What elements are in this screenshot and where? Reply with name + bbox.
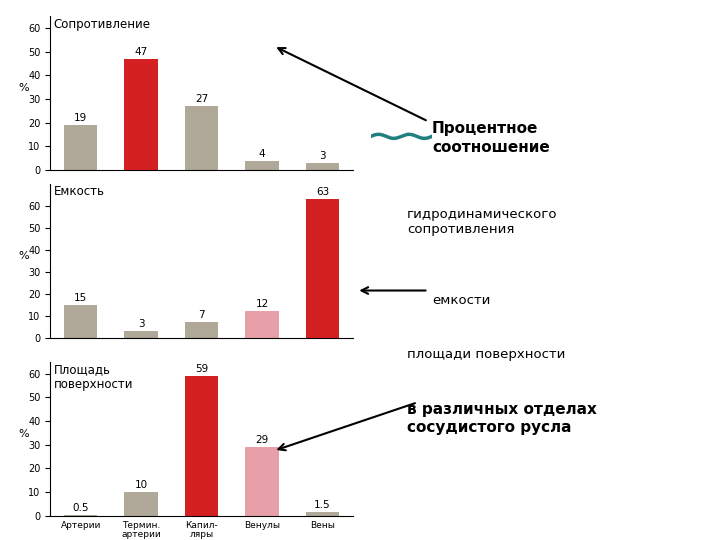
Bar <box>64 515 97 516</box>
Text: в различных отделах
сосудистого русла: в различных отделах сосудистого русла <box>407 402 597 435</box>
Text: 63: 63 <box>316 187 329 197</box>
Text: 0.5: 0.5 <box>73 503 89 512</box>
Bar <box>125 59 158 170</box>
Text: 15: 15 <box>74 293 87 303</box>
Bar <box>125 492 158 516</box>
Y-axis label: %: % <box>19 83 30 93</box>
Bar <box>185 322 218 338</box>
Text: Процентное
соотношение: Процентное соотношение <box>432 122 550 154</box>
Bar <box>246 447 279 516</box>
Bar <box>246 160 279 170</box>
Text: Емкость: Емкость <box>53 185 104 198</box>
Text: 12: 12 <box>256 299 269 309</box>
Text: 27: 27 <box>195 94 208 104</box>
Y-axis label: %: % <box>19 429 30 438</box>
Bar <box>185 106 218 170</box>
Text: Площадь
поверхности: Площадь поверхности <box>53 363 133 392</box>
Bar <box>306 163 339 170</box>
Text: 4: 4 <box>258 148 266 159</box>
Text: 19: 19 <box>74 113 87 123</box>
Text: 47: 47 <box>135 47 148 57</box>
Bar <box>64 125 97 170</box>
Text: площади поверхности: площади поверхности <box>407 348 565 361</box>
Text: 3: 3 <box>138 319 145 329</box>
Bar <box>64 305 97 338</box>
Text: 29: 29 <box>256 435 269 445</box>
Bar <box>306 512 339 516</box>
Text: 10: 10 <box>135 480 148 490</box>
Text: Сопротивление: Сопротивление <box>53 18 150 31</box>
Text: 7: 7 <box>198 310 205 320</box>
Bar <box>246 311 279 338</box>
Text: 59: 59 <box>195 364 208 374</box>
Bar <box>185 376 218 516</box>
Y-axis label: %: % <box>19 251 30 261</box>
Bar <box>306 199 339 338</box>
Text: 3: 3 <box>319 151 326 161</box>
Text: гидродинамического
сопротивления: гидродинамического сопротивления <box>407 208 557 236</box>
Text: 1.5: 1.5 <box>314 500 331 510</box>
Bar <box>125 331 158 338</box>
Text: емкости: емкости <box>432 294 490 307</box>
